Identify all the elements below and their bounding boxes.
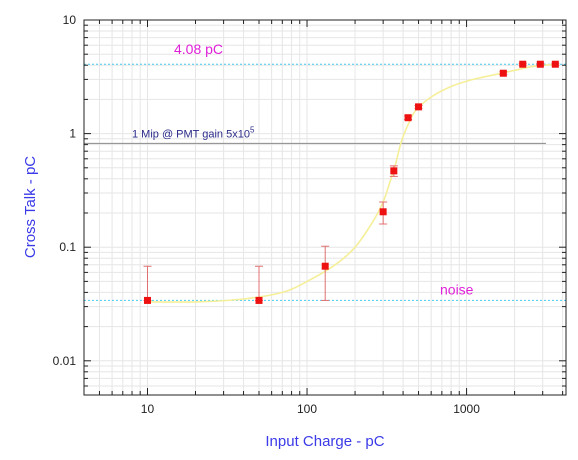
- data-point: [255, 296, 263, 304]
- data-point: [390, 167, 398, 175]
- data-point: [321, 262, 329, 270]
- data-point: [143, 296, 151, 304]
- data-markers: [143, 60, 559, 304]
- data-point: [499, 69, 507, 77]
- data-point: [379, 208, 387, 216]
- y-tick-label: 0.1: [59, 240, 76, 254]
- label-1-mip: 1 Mip @ PMT gain 5x105: [132, 125, 255, 140]
- axis-ticks: [83, 19, 566, 396]
- error-bar: [321, 245, 330, 301]
- data-point: [519, 60, 527, 68]
- label-noise: noise: [440, 281, 474, 297]
- x-tick-label: 1000: [453, 402, 480, 416]
- data-point: [551, 60, 559, 68]
- data-point: [415, 103, 423, 111]
- x-tick-label: 10: [141, 402, 155, 416]
- plot-frame: [83, 19, 567, 396]
- x-axis-title: Input Charge - pC: [265, 433, 384, 450]
- plot-area: [84, 20, 566, 395]
- x-tick-label: 100: [297, 402, 317, 416]
- y-tick-label: 1: [69, 127, 76, 141]
- reference-labels: 4.08 pC 1 Mip @ PMT gain 5x105 noise: [132, 41, 474, 297]
- y-tick-label: 0.01: [53, 354, 77, 368]
- y-axis-title: Cross Talk - pC: [22, 156, 39, 258]
- data-point: [536, 60, 544, 68]
- label-1-mip-exponent: 5: [250, 125, 255, 134]
- data-point: [404, 114, 412, 122]
- tick-labels: 10 100 1000 0.01 0.1 1 10: [53, 13, 481, 416]
- y-tick-label: 10: [63, 13, 77, 27]
- label-4-08-pc: 4.08 pC: [174, 41, 223, 57]
- fit-curve: [147, 63, 556, 303]
